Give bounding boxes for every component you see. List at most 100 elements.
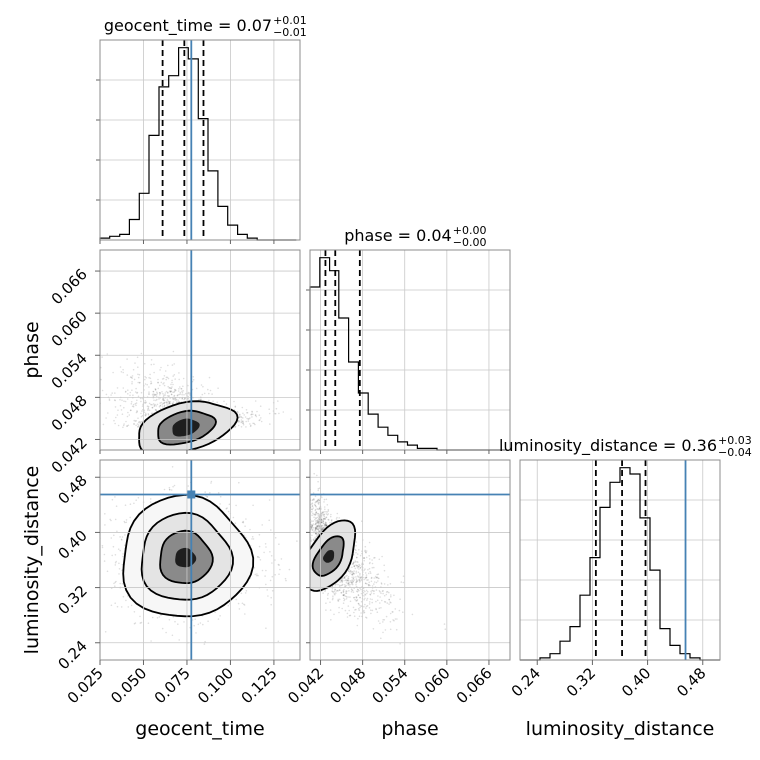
- scatter-point: [174, 390, 176, 392]
- scatter-point: [137, 381, 139, 384]
- scatter-point: [131, 377, 133, 379]
- scatter-point: [160, 381, 163, 384]
- scatter-point: [363, 595, 365, 597]
- scatter-point: [96, 548, 98, 550]
- scatter-point: [358, 589, 360, 592]
- scatter-point: [305, 488, 307, 490]
- scatter-point: [356, 590, 358, 593]
- scatter-point: [115, 505, 118, 508]
- scatter-point: [181, 398, 183, 400]
- scatter-point: [116, 387, 119, 389]
- scatter-point: [317, 519, 320, 521]
- scatter-point: [315, 511, 317, 514]
- scatter-point: [163, 402, 166, 404]
- scatter-point: [274, 574, 277, 576]
- scatter-point: [366, 583, 368, 585]
- scatter-point: [126, 425, 128, 427]
- scatter-point: [322, 592, 324, 594]
- scatter-point: [159, 402, 161, 404]
- scatter-point: [312, 520, 315, 522]
- scatter-point: [277, 400, 279, 402]
- scatter-point: [371, 559, 373, 561]
- scatter-point: [268, 499, 271, 501]
- scatter-point: [245, 518, 247, 520]
- scatter-point: [133, 423, 135, 425]
- scatter-point: [358, 576, 361, 578]
- scatter-point: [243, 603, 245, 606]
- scatter-point: [325, 523, 327, 525]
- scatter-point: [377, 595, 379, 597]
- scatter-point: [355, 581, 357, 584]
- scatter-point: [318, 517, 320, 520]
- scatter-point: [363, 569, 365, 572]
- scatter-point: [150, 380, 152, 383]
- scatter-point: [133, 622, 136, 625]
- scatter-point: [168, 401, 170, 403]
- scatter-point: [312, 512, 314, 515]
- scatter-point: [146, 405, 149, 408]
- scatter-point: [327, 597, 329, 600]
- scatter-point: [386, 602, 389, 604]
- scatter-point: [371, 609, 374, 612]
- scatter-point: [125, 519, 128, 521]
- scatter-point: [144, 414, 146, 416]
- scatter-point: [380, 637, 382, 640]
- scatter-point: [370, 612, 372, 615]
- scatter-point: [119, 366, 122, 368]
- scatter-point: [168, 486, 171, 489]
- scatter-point: [389, 612, 392, 615]
- scatter-point: [316, 527, 318, 529]
- scatter-point: [347, 580, 349, 582]
- scatter-point: [355, 596, 358, 598]
- scatter-point: [121, 582, 124, 585]
- scatter-point: [127, 606, 130, 608]
- scatter-point: [338, 598, 341, 601]
- scatter-point: [166, 405, 168, 407]
- scatter-point: [171, 466, 174, 468]
- scatter-point: [147, 408, 149, 410]
- scatter-point: [317, 533, 320, 535]
- scatter-point: [133, 611, 136, 613]
- scatter-point: [116, 605, 119, 608]
- scatter-point: [255, 574, 258, 577]
- scatter-point: [302, 500, 304, 502]
- scatter-point: [194, 618, 196, 620]
- scatter-point: [365, 576, 367, 579]
- scatter-point: [318, 524, 320, 526]
- scatter-point: [161, 391, 163, 393]
- scatter-point: [167, 392, 169, 394]
- scatter-point: [157, 381, 159, 384]
- scatter-point: [134, 391, 137, 393]
- scatter-point: [168, 394, 170, 397]
- scatter-point: [316, 520, 318, 522]
- scatter-point: [389, 621, 392, 623]
- scatter-point: [351, 583, 354, 586]
- scatter-point: [163, 406, 165, 408]
- scatter-point: [270, 596, 273, 599]
- scatter-point: [377, 580, 379, 582]
- scatter-point: [135, 404, 137, 407]
- scatter-point: [321, 524, 324, 527]
- scatter-point: [239, 416, 241, 418]
- scatter-point: [321, 515, 323, 517]
- scatter-point: [348, 614, 351, 617]
- scatter-point: [124, 521, 126, 524]
- scatter-point: [162, 395, 165, 398]
- scatter-point: [103, 553, 106, 556]
- scatter-point: [344, 579, 346, 582]
- scatter-point: [345, 579, 347, 581]
- scatter-point: [150, 359, 153, 361]
- scatter-point: [270, 529, 272, 531]
- scatter-point: [172, 391, 174, 394]
- scatter-point: [359, 596, 361, 599]
- scatter-point: [337, 598, 340, 601]
- scatter-point: [168, 390, 171, 393]
- scatter-point: [352, 561, 355, 564]
- scatter-point: [105, 393, 108, 396]
- scatter-point: [154, 388, 157, 390]
- scatter-point: [310, 528, 313, 530]
- scatter-point: [204, 491, 206, 493]
- scatter-point: [324, 523, 327, 525]
- scatter-point: [129, 503, 132, 506]
